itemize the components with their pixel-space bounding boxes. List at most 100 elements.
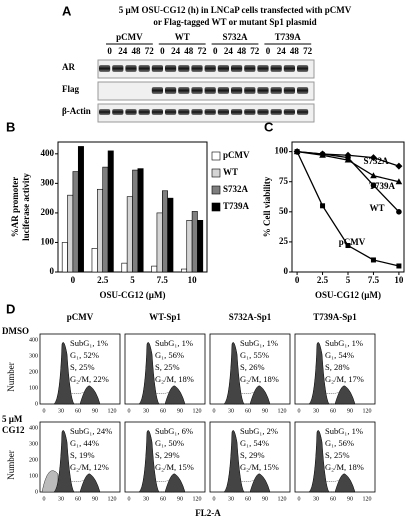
stat-text: SubG₁, 6% xyxy=(155,426,193,436)
g2-peak xyxy=(334,385,356,405)
x-tick-label: 120 xyxy=(363,408,372,414)
y-tick-label: 400 xyxy=(41,148,55,158)
subg1-region xyxy=(41,470,59,493)
x-tick-label: 90 xyxy=(262,496,268,502)
x-tick-label: 60 xyxy=(160,408,166,414)
time-label: 0 xyxy=(160,46,165,56)
x-tick-label: 60 xyxy=(330,496,336,502)
series-label: S732A xyxy=(363,156,389,166)
stat-text: SubG₁, 1% xyxy=(325,338,363,348)
x-tick-label: 90 xyxy=(177,496,183,502)
x-tick-label: 0 xyxy=(298,408,301,414)
stat-text: G₁, 56% xyxy=(155,350,184,360)
g1-peak xyxy=(53,342,75,405)
blot-band xyxy=(204,109,216,115)
time-label: 48 xyxy=(237,46,247,56)
x-tick-label: 30 xyxy=(313,496,319,502)
y-tick-label: 100 xyxy=(275,146,289,156)
blot-band xyxy=(112,65,124,72)
bar xyxy=(72,171,79,273)
x-tick-label: 5 xyxy=(130,275,135,285)
blot-band xyxy=(165,87,177,94)
stat-text: SubG₁, 1% xyxy=(155,338,193,348)
y-axis-label: %AR promoter xyxy=(10,177,20,238)
stat-text: G₁, 50% xyxy=(155,438,184,448)
y-tick-label: 50 xyxy=(279,206,289,216)
x-tick-label: 0 xyxy=(43,496,46,502)
x-tick-label: 30 xyxy=(58,408,64,414)
blot-band xyxy=(257,109,269,115)
bar xyxy=(181,268,188,273)
series-label: pCMV xyxy=(339,237,366,247)
x-tick-label: 10 xyxy=(188,275,198,285)
stat-text: SubG₁, 24% xyxy=(70,426,112,436)
stat-text: G₂/M, 15% xyxy=(240,462,279,472)
time-label: 72 xyxy=(250,46,260,56)
x-tick-label: 120 xyxy=(278,496,287,502)
y-tick-label: 300 xyxy=(29,353,38,359)
blot-band xyxy=(257,87,269,94)
x-tick-label: 30 xyxy=(143,496,149,502)
marker xyxy=(320,203,326,209)
blot-band xyxy=(191,109,203,115)
bar xyxy=(132,169,139,273)
blot-band xyxy=(99,109,111,115)
x-tick-label: 0 xyxy=(298,496,301,502)
stat-text: SubG₁, 1% xyxy=(70,338,108,348)
stat-text: S, 29% xyxy=(240,450,265,460)
x-tick-label: 5 xyxy=(346,275,351,285)
bar xyxy=(107,150,114,273)
g1-peak xyxy=(138,430,160,493)
blot-band xyxy=(283,65,295,72)
time-label: 0 xyxy=(213,46,218,56)
blot-band xyxy=(297,109,309,115)
g2-peak xyxy=(249,385,271,405)
blot-band xyxy=(283,87,295,94)
stat-text: S, 28% xyxy=(325,362,350,372)
blot-title: 5 µM OSU-CG12 (h) in LNCaP cells transfe… xyxy=(119,5,352,15)
stat-text: G₁, 56% xyxy=(325,438,354,448)
panel-letter: C xyxy=(264,119,274,134)
blot-band xyxy=(257,65,269,72)
stat-text: G₂/M, 17% xyxy=(325,374,364,384)
blot-band xyxy=(178,87,190,94)
y-tick-label: 300 xyxy=(29,441,38,447)
x-tick-label: 60 xyxy=(245,408,251,414)
x-tick-label: 2.5 xyxy=(97,275,109,285)
blot-band xyxy=(112,109,124,115)
bar xyxy=(61,242,68,273)
x-tick-label: 120 xyxy=(278,408,287,414)
legend-label: pCMV xyxy=(223,150,250,160)
stat-text: S, 25% xyxy=(155,362,180,372)
stat-text: G₁, 54% xyxy=(240,438,269,448)
blot-band xyxy=(165,65,177,72)
blot-band xyxy=(125,65,137,72)
x-tick-label: 30 xyxy=(58,496,64,502)
stat-text: S, 26% xyxy=(240,362,265,372)
g2-peak xyxy=(79,473,101,493)
stat-text: G₂/M, 15% xyxy=(155,462,194,472)
y-tick-label: 300 xyxy=(41,177,55,187)
stat-text: G₁, 54% xyxy=(325,350,354,360)
bar xyxy=(137,168,144,273)
legend-label: T739A xyxy=(223,201,250,211)
bar xyxy=(102,166,109,273)
marker xyxy=(370,257,376,263)
blot-band xyxy=(151,109,163,115)
x-tick-label: 7.5 xyxy=(368,275,380,285)
x-tick-label: 30 xyxy=(228,496,234,502)
blot-band xyxy=(270,109,282,115)
marker xyxy=(396,263,402,269)
blot-band xyxy=(151,87,163,94)
group-label: pCMV xyxy=(116,32,143,42)
x-tick-label: 0 xyxy=(295,275,300,285)
blot-band xyxy=(99,65,111,72)
g2-peak xyxy=(79,385,101,405)
column-label: S732A-Sp1 xyxy=(229,312,272,322)
stat-text: G₁, 52% xyxy=(70,350,99,360)
stat-text: G₂/M, 22% xyxy=(70,374,109,384)
bar xyxy=(67,194,74,273)
bar xyxy=(91,248,98,273)
row-label: β-Actin xyxy=(62,106,91,116)
